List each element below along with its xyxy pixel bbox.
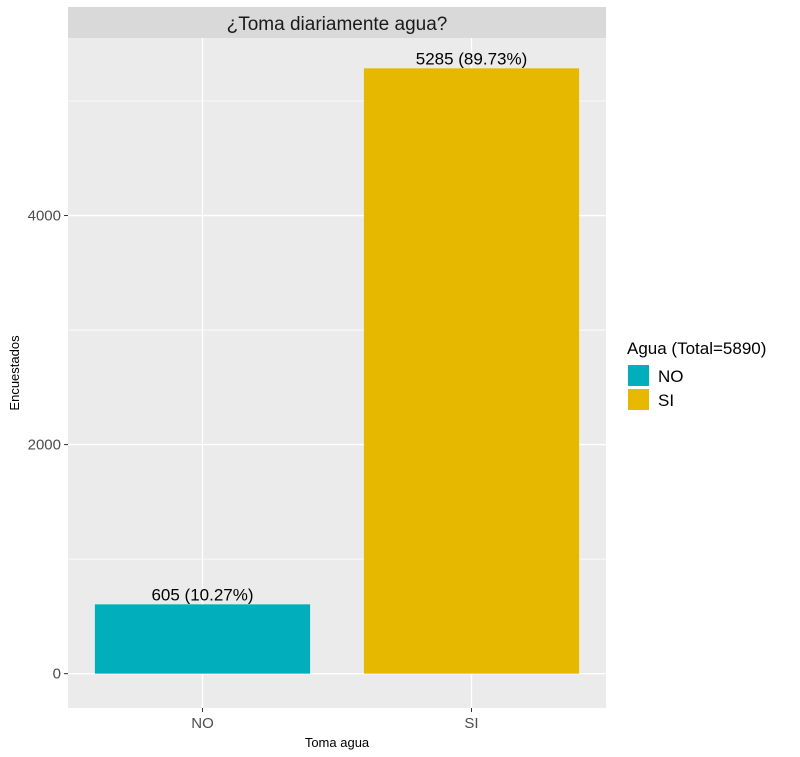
legend-label-no: NO: [658, 367, 684, 386]
facet-strip-title: ¿Toma diariamente agua?: [227, 14, 448, 35]
x-tick-label: SI: [464, 715, 478, 732]
bars: [94, 68, 580, 674]
legend: Agua (Total=5890) NO SI: [627, 339, 766, 410]
bar-si: [363, 68, 580, 674]
x-axis: NO SI: [191, 708, 479, 732]
legend-key-no: [628, 365, 649, 386]
x-tick-label: NO: [191, 715, 214, 732]
legend-entries: NO SI: [628, 365, 684, 410]
legend-title: Agua (Total=5890): [627, 339, 766, 358]
bar-no: [94, 604, 311, 674]
y-axis-title: Encuestados: [7, 335, 22, 411]
y-axis: 0 2000 4000: [28, 208, 68, 683]
bar-labels: 605 (10.27%) 5285 (89.73%): [151, 49, 527, 604]
y-tick-label: 2000: [28, 437, 61, 454]
facet-strip: [68, 7, 606, 38]
legend-key-si: [628, 389, 649, 410]
bar-data-label: 5285 (89.73%): [416, 49, 528, 68]
y-tick-label: 4000: [28, 208, 61, 225]
x-axis-title: Toma agua: [305, 735, 370, 750]
bar-data-label: 605 (10.27%): [151, 585, 253, 604]
y-tick-label: 0: [53, 666, 61, 683]
legend-label-si: SI: [658, 391, 674, 410]
